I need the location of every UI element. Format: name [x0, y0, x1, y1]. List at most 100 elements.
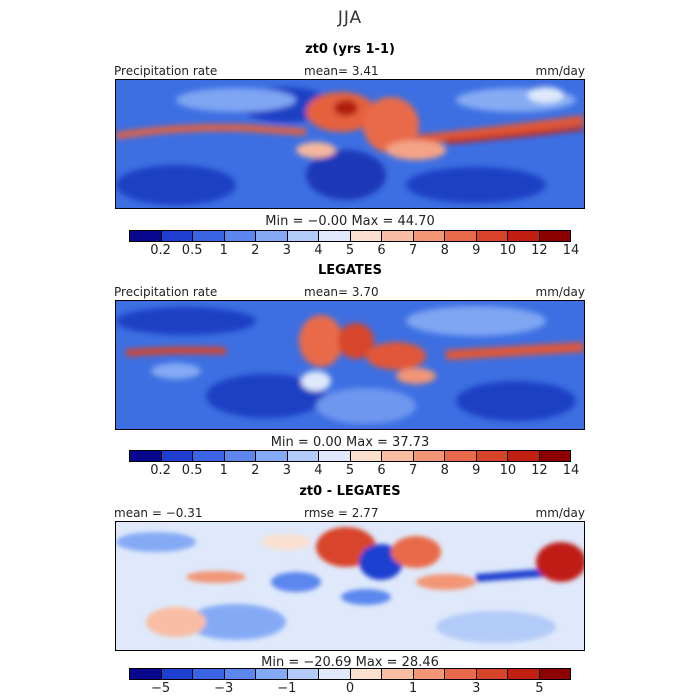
colorbar-swatch [130, 231, 162, 241]
colorbar-tick-label: 5 [535, 681, 544, 696]
colorbar-tick-label: −5 [150, 681, 171, 696]
panel-3-difference-field [116, 522, 584, 650]
colorbar-swatch [256, 451, 288, 461]
colorbar-tick-label: 6 [377, 243, 386, 258]
colorbar-swatch [350, 231, 382, 241]
colorbar-swatch [539, 231, 570, 241]
colorbar-tick-label: 4 [314, 243, 323, 258]
colorbar-swatch [413, 231, 445, 241]
colorbar-tick-label: 12 [531, 243, 548, 258]
panel-2-variable-label: Precipitation rate [114, 285, 218, 299]
panel-1-mean-label: mean= 3.41 [304, 64, 379, 78]
colorbar-tick-label: 1 [219, 463, 228, 478]
colorbar-tick-label: 2 [251, 243, 260, 258]
panel-1-min-max: Min = −0.00 Max = 44.70 [265, 214, 435, 229]
panel-2-precip-field [116, 301, 584, 429]
colorbar-swatch [350, 669, 382, 679]
colorbar-tick-label: 0.5 [181, 463, 203, 478]
colorbar-swatch [256, 669, 288, 679]
colorbar-tick-label: 4 [314, 463, 323, 478]
panel-1-units-label: mm/day [535, 64, 586, 78]
colorbar-tick-label: 12 [531, 463, 548, 478]
colorbar-swatch [476, 231, 508, 241]
colorbar-swatch [193, 231, 225, 241]
colorbar-swatch [130, 451, 162, 461]
panel-3-colorbar-ticks: −5 −3 −1 0 1 3 5 [129, 681, 571, 697]
colorbar-swatch [287, 669, 319, 679]
panel-3-rmse-label: rmse = 2.77 [304, 506, 379, 520]
colorbar-swatch [130, 669, 162, 679]
colorbar-tick-label: 2 [251, 463, 260, 478]
panel-2-title: LEGATES [318, 263, 382, 278]
colorbar-swatch [161, 451, 193, 461]
colorbar-tick-label: −3 [214, 681, 234, 696]
colorbar-swatch [382, 669, 414, 679]
colorbar-tick-label: 3 [472, 681, 481, 696]
colorbar-tick-label: 5 [345, 243, 355, 258]
colorbar-tick-label: 7 [409, 243, 418, 258]
colorbar-tick-label: 3 [282, 463, 291, 478]
colorbar-tick-label: 3 [282, 243, 291, 258]
colorbar-tick-label: 0.2 [150, 243, 171, 258]
colorbar-tick-label: −1 [277, 681, 297, 696]
panel-1-title: zt0 (yrs 1-1) [305, 42, 395, 57]
figure-title: JJA [337, 8, 363, 28]
panel-3-units-label: mm/day [535, 506, 586, 520]
colorbar-swatch [193, 669, 225, 679]
colorbar-swatch [382, 451, 414, 461]
panel-2-units-label: mm/day [535, 285, 586, 299]
colorbar-tick-label: 10 [499, 243, 517, 258]
colorbar-swatch [193, 451, 225, 461]
colorbar-swatch [161, 231, 193, 241]
colorbar-tick-label: 10 [499, 463, 517, 478]
colorbar-swatch [476, 669, 508, 679]
colorbar-swatch [319, 451, 351, 461]
colorbar-swatch [224, 231, 256, 241]
panel-3-title: zt0 - LEGATES [299, 484, 401, 499]
colorbar-swatch [539, 451, 570, 461]
panel-1-colorbar [129, 230, 571, 242]
panel-2-min-max: Min = 0.00 Max = 37.73 [270, 435, 430, 450]
colorbar-swatch [287, 451, 319, 461]
panel-1-variable-label: Precipitation rate [114, 64, 218, 78]
panel-1-precip-field [116, 80, 584, 208]
colorbar-tick-label: 6 [377, 463, 386, 478]
panel-3-map [115, 521, 585, 651]
colorbar-swatch [413, 451, 445, 461]
colorbar-tick-label: 9 [472, 463, 481, 478]
colorbar-swatch [287, 231, 319, 241]
colorbar-swatch [161, 669, 193, 679]
colorbar-swatch [256, 231, 288, 241]
colorbar-swatch [413, 669, 445, 679]
colorbar-swatch [476, 451, 508, 461]
colorbar-tick-label: 8 [440, 243, 449, 258]
panel-2-mean-label: mean= 3.70 [304, 285, 379, 299]
colorbar-swatch [319, 231, 351, 241]
colorbar-tick-label: 5 [345, 463, 355, 478]
colorbar-tick-label: 0.5 [181, 243, 203, 258]
panel-2-colorbar-ticks: 0.2 0.5 1 2 3 4 5 6 7 8 9 10 12 14 [129, 463, 579, 479]
colorbar-tick-label: 0.2 [150, 463, 171, 478]
colorbar-swatch [539, 669, 570, 679]
colorbar-tick-label: 1 [409, 681, 418, 696]
panel-3-colorbar [129, 668, 571, 680]
colorbar-swatch [350, 451, 382, 461]
panel-2-colorbar [129, 450, 571, 462]
panel-1-map [115, 79, 585, 209]
colorbar-swatch [224, 669, 256, 679]
colorbar-tick-label: 7 [409, 463, 418, 478]
colorbar-swatch [319, 669, 351, 679]
colorbar-tick-label: 0 [345, 681, 355, 696]
colorbar-swatch [445, 231, 477, 241]
panel-3-mean-label: mean = −0.31 [114, 506, 203, 520]
colorbar-swatch [508, 231, 540, 241]
colorbar-swatch [224, 451, 256, 461]
panel-3-min-max: Min = −20.69 Max = 28.46 [261, 655, 439, 670]
colorbar-swatch [445, 451, 477, 461]
colorbar-swatch [508, 669, 540, 679]
colorbar-tick-label: 9 [472, 243, 481, 258]
colorbar-tick-label: 1 [219, 243, 228, 258]
colorbar-tick-label: 8 [440, 463, 449, 478]
colorbar-tick-label: 14 [562, 463, 580, 478]
colorbar-tick-label: 14 [562, 243, 580, 258]
